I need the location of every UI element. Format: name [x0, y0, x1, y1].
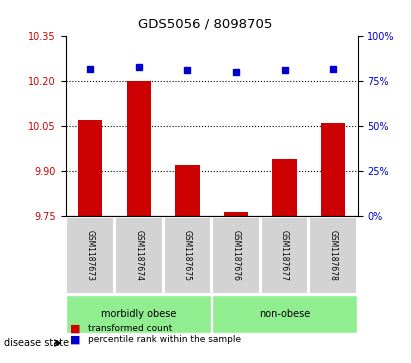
- Text: non-obese: non-obese: [259, 309, 310, 319]
- Text: transformed count: transformed count: [88, 324, 173, 333]
- FancyBboxPatch shape: [212, 295, 357, 333]
- Bar: [224, 212, 248, 216]
- FancyBboxPatch shape: [309, 217, 357, 294]
- Text: GSM1187674: GSM1187674: [134, 230, 143, 281]
- Text: disease state: disease state: [4, 338, 69, 348]
- FancyBboxPatch shape: [261, 217, 308, 294]
- Bar: [175, 165, 199, 216]
- Text: morbidly obese: morbidly obese: [101, 309, 176, 319]
- Bar: [127, 81, 151, 216]
- FancyBboxPatch shape: [66, 217, 114, 294]
- Text: GSM1187676: GSM1187676: [231, 230, 240, 281]
- FancyBboxPatch shape: [164, 217, 211, 294]
- Text: GSM1187675: GSM1187675: [183, 230, 192, 281]
- Text: GSM1187673: GSM1187673: [85, 230, 95, 281]
- Text: ■: ■: [70, 334, 81, 344]
- Bar: [272, 159, 297, 216]
- Bar: [78, 120, 102, 216]
- Text: GSM1187677: GSM1187677: [280, 230, 289, 281]
- Bar: [321, 123, 345, 216]
- FancyBboxPatch shape: [66, 295, 211, 333]
- FancyBboxPatch shape: [212, 217, 260, 294]
- FancyBboxPatch shape: [115, 217, 162, 294]
- Text: ■: ■: [70, 323, 81, 334]
- Text: percentile rank within the sample: percentile rank within the sample: [88, 335, 242, 344]
- Text: GDS5056 / 8098705: GDS5056 / 8098705: [139, 17, 272, 30]
- Text: GSM1187678: GSM1187678: [329, 230, 338, 281]
